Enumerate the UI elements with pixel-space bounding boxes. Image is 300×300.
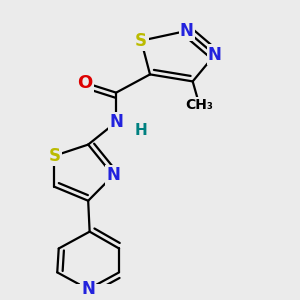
- Text: N: N: [208, 46, 222, 64]
- Text: O: O: [78, 74, 93, 92]
- Text: N: N: [180, 22, 194, 40]
- Text: CH₃: CH₃: [185, 98, 213, 112]
- Text: N: N: [109, 113, 123, 131]
- Text: S: S: [48, 147, 60, 165]
- Text: N: N: [81, 280, 95, 298]
- Text: H: H: [134, 123, 147, 138]
- Text: N: N: [106, 167, 120, 184]
- Text: S: S: [135, 32, 147, 50]
